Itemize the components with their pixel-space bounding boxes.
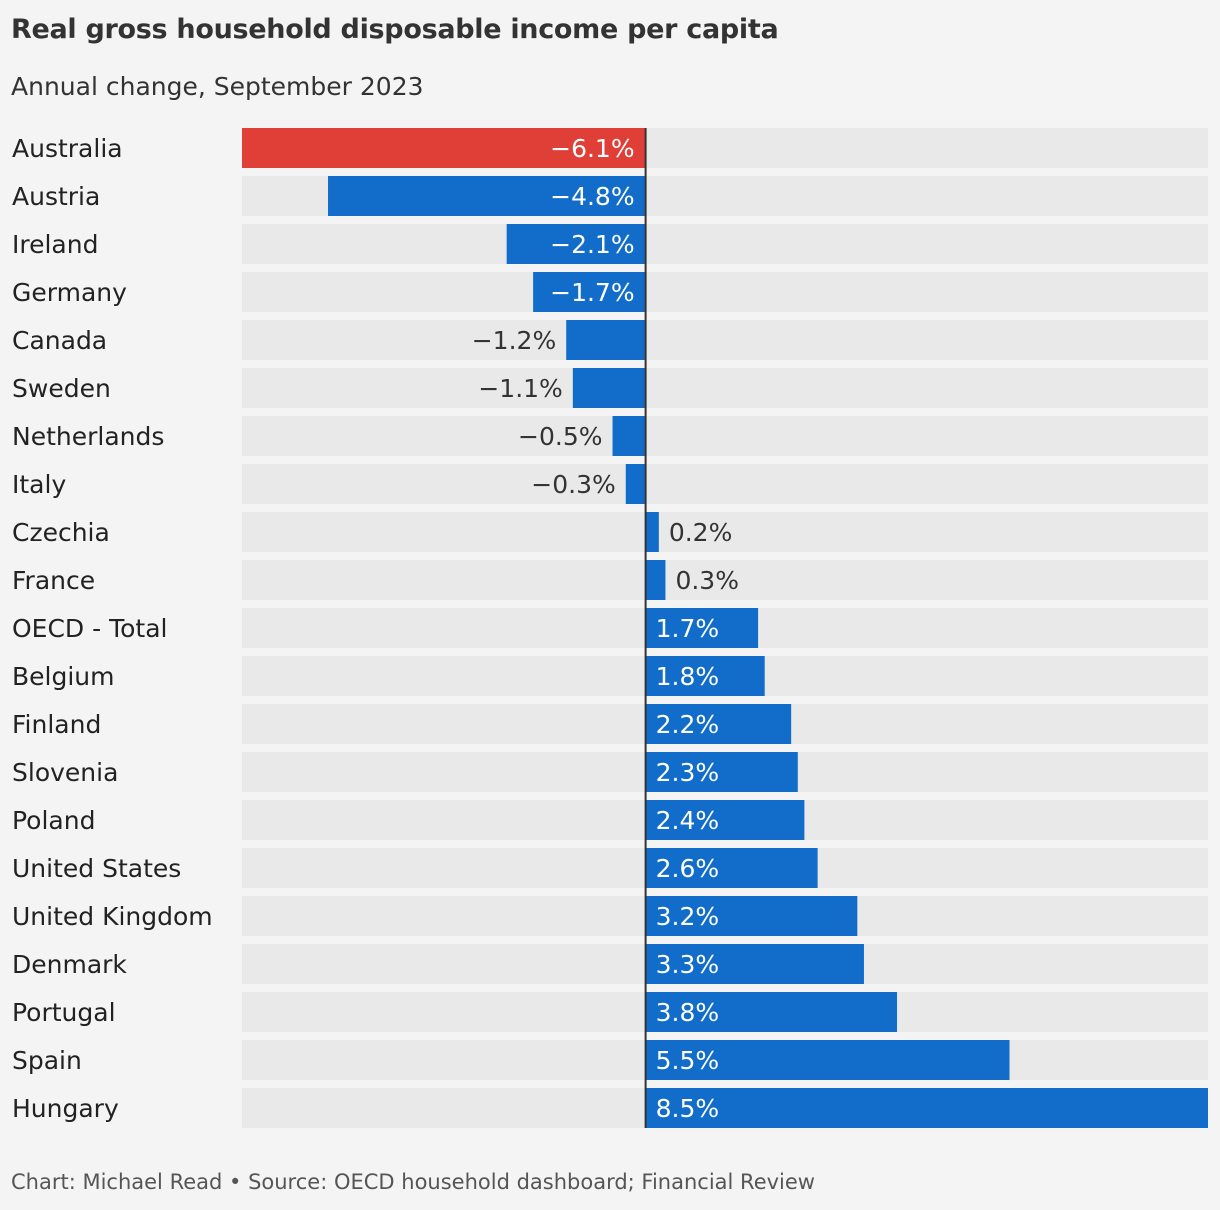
chart-footer: Chart: Michael Read • Source: OECD house… — [11, 1170, 815, 1194]
bar — [533, 272, 646, 312]
value-label: 1.8% — [656, 662, 720, 691]
value-label: −6.1% — [550, 134, 634, 163]
category-label: United Kingdom — [12, 902, 213, 931]
value-label: 2.6% — [656, 854, 720, 883]
category-label: Italy — [12, 470, 66, 499]
category-label: Austria — [12, 182, 100, 211]
bar-track — [242, 512, 1208, 552]
bar-track — [242, 272, 1208, 312]
category-label: Australia — [12, 134, 123, 163]
value-label: 2.3% — [656, 758, 720, 787]
bar — [645, 560, 666, 600]
bar — [645, 896, 858, 936]
category-label: Spain — [12, 1046, 82, 1075]
bar-track — [242, 416, 1208, 456]
bar — [566, 320, 646, 360]
value-label: 3.3% — [656, 950, 720, 979]
chart-subtitle: Annual change, September 2023 — [11, 72, 424, 101]
bar — [572, 368, 646, 408]
category-label: Belgium — [12, 662, 115, 691]
chart-title: Real gross household disposable income p… — [11, 14, 779, 45]
value-label: 3.8% — [656, 998, 720, 1027]
bar-track — [242, 368, 1208, 408]
category-label: Denmark — [12, 950, 127, 979]
value-label: 8.5% — [656, 1094, 720, 1123]
value-label: 3.2% — [656, 902, 720, 931]
category-label: OECD - Total — [12, 614, 167, 643]
bar — [645, 752, 798, 792]
bar-chart: Australia −6.1% Austria −4.8% Ireland −2.1% Ge… — [12, 128, 1208, 1128]
value-label: −1.7% — [550, 278, 634, 307]
value-label: 0.2% — [669, 518, 733, 547]
bar-track — [242, 224, 1208, 264]
bar — [645, 1040, 1010, 1080]
bar — [645, 848, 818, 888]
bar — [645, 704, 792, 744]
category-label: France — [12, 566, 95, 595]
value-label: 5.5% — [656, 1046, 720, 1075]
bar — [645, 1088, 1208, 1128]
value-label: 2.2% — [656, 710, 720, 739]
bar — [328, 176, 646, 216]
bar-track — [242, 560, 1208, 600]
bar — [645, 800, 805, 840]
category-label: United States — [12, 854, 181, 883]
category-label: Sweden — [12, 374, 111, 403]
bar-track — [242, 464, 1208, 504]
category-label: Czechia — [12, 518, 110, 547]
category-label: Finland — [12, 710, 101, 739]
value-label: −0.5% — [518, 422, 602, 451]
category-label: Slovenia — [12, 758, 118, 787]
value-label: −0.3% — [531, 470, 615, 499]
category-label: Portugal — [12, 998, 116, 1027]
bar — [625, 464, 646, 504]
category-label: Poland — [12, 806, 95, 835]
bar — [242, 128, 646, 168]
value-label: −4.8% — [550, 182, 634, 211]
value-label: −2.1% — [550, 230, 634, 259]
bar-track — [242, 320, 1208, 360]
bar — [645, 608, 759, 648]
value-label: 2.4% — [656, 806, 720, 835]
bar — [645, 512, 659, 552]
value-label: −1.1% — [478, 374, 562, 403]
bar — [612, 416, 646, 456]
value-label: 0.3% — [675, 566, 739, 595]
category-label: Ireland — [12, 230, 98, 259]
category-label: Canada — [12, 326, 107, 355]
value-label: −1.2% — [472, 326, 556, 355]
category-label: Hungary — [12, 1094, 119, 1123]
value-label: 1.7% — [656, 614, 720, 643]
bar — [645, 944, 864, 984]
bar — [506, 224, 646, 264]
bar — [645, 656, 765, 696]
category-label: Germany — [12, 278, 127, 307]
category-label: Netherlands — [12, 422, 164, 451]
bar — [645, 992, 898, 1032]
